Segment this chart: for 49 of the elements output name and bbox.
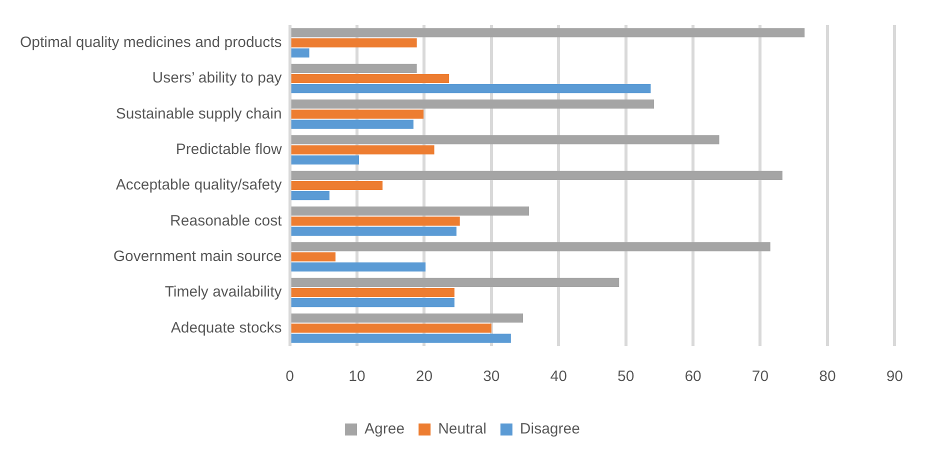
x-tick-label: 40 — [550, 368, 567, 386]
y-tick-label: Acceptable quality/safety — [116, 176, 282, 194]
x-tick-label: 90 — [886, 368, 903, 386]
bar — [291, 28, 805, 38]
bar — [291, 252, 336, 262]
x-tick-label: 80 — [819, 368, 836, 386]
bar — [291, 100, 654, 109]
x-tick-label: 60 — [684, 368, 702, 386]
y-tick-label: Timely availability — [164, 284, 282, 301]
bar — [291, 262, 426, 272]
legend-label: Disagree — [520, 420, 580, 438]
bar — [291, 324, 492, 333]
bar — [291, 64, 417, 73]
y-tick-label: Government main source — [113, 248, 282, 265]
y-tick-label: Optimal quality medicines and products — [20, 34, 282, 51]
bar — [291, 206, 530, 216]
bar — [291, 288, 454, 298]
bar — [291, 74, 450, 84]
bar — [291, 110, 424, 119]
x-tick-label: 0 — [286, 368, 294, 386]
x-tick-label: 30 — [483, 368, 500, 386]
bar — [291, 155, 360, 164]
bar — [291, 38, 417, 48]
bar — [291, 84, 651, 94]
x-tick-label: 70 — [752, 368, 769, 386]
bar — [291, 216, 460, 226]
y-tick-label: Predictable flow — [176, 140, 282, 158]
bar — [291, 135, 720, 144]
bar — [291, 314, 524, 323]
y-tick-label: Adequate stocks — [170, 319, 282, 336]
bar — [291, 191, 330, 200]
bar — [291, 120, 414, 129]
bar — [291, 298, 454, 308]
bar — [291, 226, 456, 236]
x-tick-label: 20 — [416, 368, 433, 386]
y-tick-label: Reasonable cost — [170, 212, 283, 230]
y-tick-label: Users’ ability to pay — [152, 70, 282, 87]
x-tick-label: 10 — [348, 368, 366, 386]
bar — [291, 145, 434, 154]
y-tick-label: Sustainable supply chain — [116, 105, 282, 122]
bar — [291, 170, 782, 180]
legend-label: Neutral — [438, 420, 486, 438]
legend-label: Agree — [364, 420, 405, 438]
bar — [291, 278, 620, 287]
bar — [291, 242, 770, 252]
bar — [291, 180, 383, 190]
bar — [291, 48, 310, 58]
bar — [291, 334, 511, 343]
x-tick-label: 50 — [617, 368, 634, 386]
